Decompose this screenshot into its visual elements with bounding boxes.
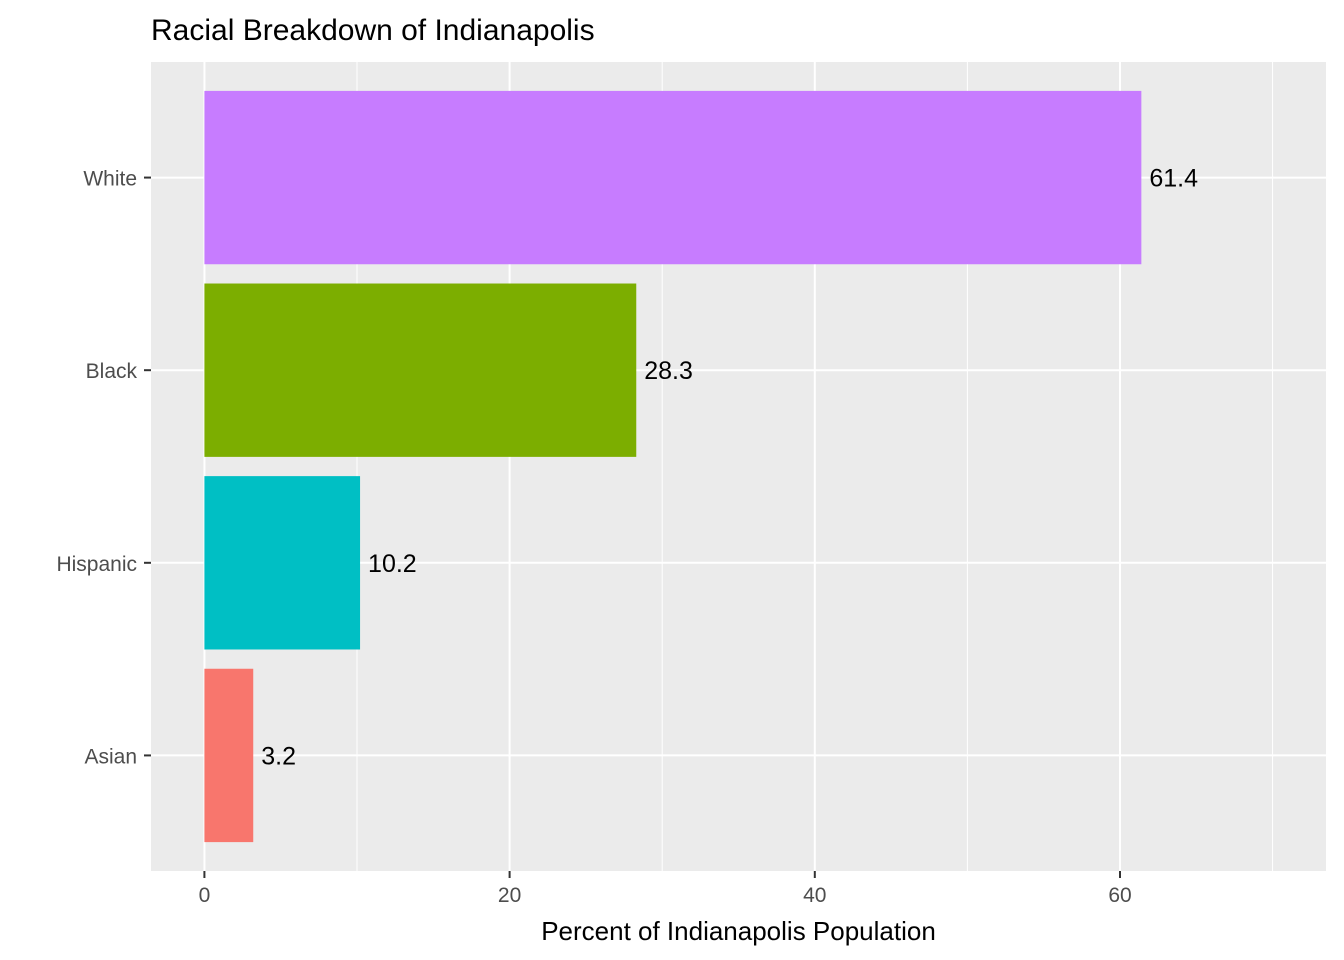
bar-hispanic (204, 476, 361, 650)
x-axis: 0 20 40 60 (199, 871, 1132, 907)
data-label-white: 61.4 (1149, 165, 1198, 193)
y-tick-label: Hispanic (56, 553, 137, 576)
data-label-black: 28.3 (644, 357, 693, 385)
x-tick-label: 0 (199, 884, 211, 907)
bar-asian (204, 668, 254, 843)
y-tick-label: Black (86, 360, 138, 383)
bar-white (204, 90, 1142, 265)
chart-title: Racial Breakdown of Indianapolis (151, 14, 595, 47)
y-tick-label: Asian (84, 745, 137, 768)
x-tick-label: 20 (498, 884, 521, 907)
data-labels: 3.2 10.2 28.3 61.4 (261, 165, 1198, 771)
data-label-asian: 3.2 (261, 742, 296, 770)
x-axis-title: Percent of Indianapolis Population (541, 916, 936, 946)
y-tick-label: White (83, 168, 137, 191)
data-label-hispanic: 10.2 (368, 550, 417, 578)
bar-black (204, 283, 637, 457)
x-tick-label: 60 (1108, 884, 1131, 907)
bars (204, 90, 1142, 843)
x-tick-label: 40 (803, 884, 826, 907)
y-axis: Asian Hispanic Black White (56, 168, 151, 768)
